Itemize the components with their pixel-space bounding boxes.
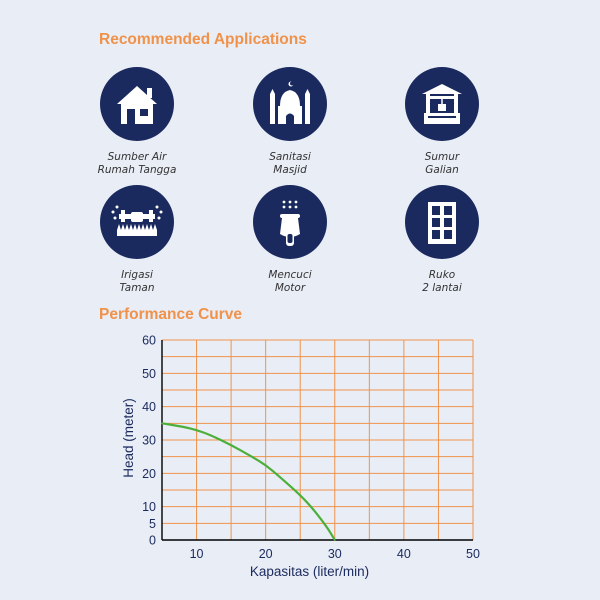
curve-point xyxy=(230,444,232,446)
application-label: Sumur Galian xyxy=(424,151,460,176)
mosque-icon xyxy=(253,67,327,141)
house-icon xyxy=(100,67,174,141)
application-label: Mencuci Motor xyxy=(268,269,312,294)
y-tick-label: 5 xyxy=(149,517,156,531)
y-tick-label: 60 xyxy=(142,334,156,348)
y-tick-label: 30 xyxy=(142,434,156,448)
x-tick-label: 50 xyxy=(466,547,480,561)
applications-title: Recommended Applications xyxy=(99,31,307,48)
y-axis-label: Head (meter) xyxy=(121,398,136,478)
curve-point xyxy=(264,464,267,466)
application-mosque: Sanitasi Masjid xyxy=(225,67,355,177)
y-tick-label: 0 xyxy=(149,534,156,548)
performance-curve-line xyxy=(161,422,336,541)
motorcycle-wash-icon xyxy=(253,185,327,259)
curve-point xyxy=(251,455,253,458)
application-label: Ruko 2 lantai xyxy=(422,269,462,294)
x-tick-label: 40 xyxy=(397,547,411,561)
application-well: Sumur Galian xyxy=(377,67,507,177)
application-building: Ruko 2 lantai xyxy=(377,185,507,295)
curve-point xyxy=(195,429,198,431)
curve-point xyxy=(181,425,184,428)
y-tick-label: 40 xyxy=(142,400,156,414)
building-icon xyxy=(405,185,479,259)
y-tick-label: 20 xyxy=(142,467,156,481)
x-tick-label: 20 xyxy=(259,547,273,561)
well-icon xyxy=(405,67,479,141)
application-motorcycle-wash: Mencuci Motor xyxy=(225,185,355,295)
application-irrigation: Irigasi Taman xyxy=(72,185,202,295)
sprinkler-irrigation-icon xyxy=(100,185,174,259)
y-tick-label: 10 xyxy=(142,500,156,514)
curve-point xyxy=(327,527,329,530)
curve-point xyxy=(209,434,212,436)
curve-point xyxy=(278,475,281,478)
curve-point xyxy=(299,494,302,496)
application-house: Sumber Air Rumah Tangga xyxy=(72,67,202,177)
application-label: Irigasi Taman xyxy=(119,269,155,294)
application-label: Sanitasi Masjid xyxy=(269,151,311,176)
y-tick-label: 50 xyxy=(142,367,156,381)
curve-point xyxy=(333,539,336,541)
application-label: Sumber Air Rumah Tangga xyxy=(97,151,177,176)
curve-point xyxy=(313,509,315,511)
performance-title: Performance Curve xyxy=(99,306,243,323)
x-axis-label: Kapasitas (liter/min) xyxy=(250,564,369,579)
x-tick-label: 10 xyxy=(190,547,204,561)
x-tick-label: 30 xyxy=(328,547,342,561)
curve-point xyxy=(161,422,163,425)
